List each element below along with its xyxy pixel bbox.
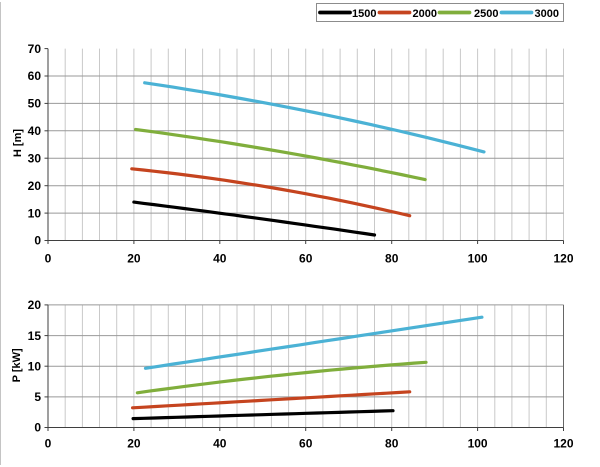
svg-text:0: 0 <box>45 437 52 451</box>
svg-text:120: 120 <box>553 437 573 451</box>
svg-text:10: 10 <box>28 359 42 373</box>
svg-text:60: 60 <box>299 252 313 266</box>
svg-text:100: 100 <box>468 252 488 266</box>
svg-text:40: 40 <box>213 437 227 451</box>
svg-text:100: 100 <box>468 437 488 451</box>
svg-text:80: 80 <box>385 252 399 266</box>
svg-text:30: 30 <box>28 151 42 165</box>
svg-text:20: 20 <box>28 179 42 193</box>
svg-text:20: 20 <box>127 437 141 451</box>
svg-text:20: 20 <box>28 298 42 312</box>
svg-text:0: 0 <box>34 234 41 248</box>
svg-text:60: 60 <box>28 69 42 83</box>
svg-text:0: 0 <box>45 252 52 266</box>
svg-text:5: 5 <box>34 390 41 404</box>
svg-text:2000: 2000 <box>413 8 437 20</box>
svg-text:0: 0 <box>34 421 41 435</box>
svg-text:20: 20 <box>127 252 141 266</box>
svg-text:120: 120 <box>553 252 573 266</box>
svg-text:P [kW]: P [kW] <box>11 348 23 382</box>
svg-text:60: 60 <box>299 437 313 451</box>
svg-text:10: 10 <box>28 206 42 220</box>
svg-text:40: 40 <box>28 124 42 138</box>
svg-text:70: 70 <box>28 42 42 56</box>
svg-text:40: 40 <box>213 252 227 266</box>
svg-text:1500: 1500 <box>352 8 376 20</box>
svg-text:80: 80 <box>385 437 399 451</box>
svg-text:2500: 2500 <box>474 8 498 20</box>
svg-text:15: 15 <box>28 329 42 343</box>
svg-text:3000: 3000 <box>535 8 559 20</box>
svg-text:50: 50 <box>28 97 42 111</box>
svg-text:H [m]: H [m] <box>12 129 24 157</box>
